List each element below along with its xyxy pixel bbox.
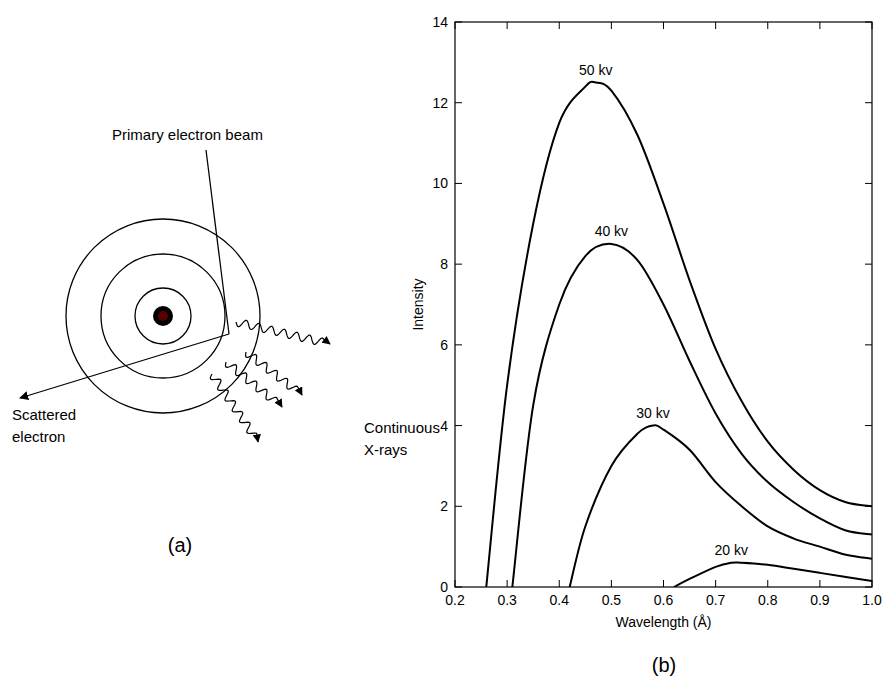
y-tick-label: 8 bbox=[440, 256, 448, 272]
x-tick-top bbox=[767, 22, 768, 29]
y-tick-right bbox=[865, 425, 872, 426]
series-label: 20 kv bbox=[715, 542, 748, 558]
series-line bbox=[486, 82, 872, 587]
x-tick-label: 0.6 bbox=[654, 592, 674, 608]
y-tick-label: 2 bbox=[440, 498, 448, 514]
x-tick bbox=[767, 580, 768, 587]
nucleus-core bbox=[158, 311, 168, 321]
figure: Primary electron beam Scattered electron Co… bbox=[0, 0, 893, 695]
x-tick-label: 0.7 bbox=[706, 592, 726, 608]
chart-panel: 0.2 0.3 0.4 0.5 0.6 0.7 0.8 0.9 1.0 0 2 4 6 8 10 12 14 Wa… bbox=[410, 14, 882, 676]
x-tick-label: 0.5 bbox=[602, 592, 622, 608]
x-tick-top bbox=[663, 22, 664, 29]
x-tick-top bbox=[455, 22, 456, 29]
x-tick bbox=[455, 580, 456, 587]
x-ray-arrow bbox=[246, 352, 302, 395]
y-tick-label: 6 bbox=[440, 337, 448, 353]
series-label: 40 kv bbox=[595, 223, 628, 239]
y-tick-label: 14 bbox=[432, 14, 448, 30]
x-tick-top bbox=[559, 22, 560, 29]
series-group bbox=[486, 82, 872, 587]
y-tick-label: 4 bbox=[440, 418, 448, 434]
diagram-label: Continuous bbox=[364, 419, 440, 436]
x-tick-top bbox=[819, 22, 820, 29]
y-tick-right bbox=[865, 587, 872, 588]
x-tick bbox=[663, 580, 664, 587]
diagram-label: X-rays bbox=[364, 441, 407, 458]
y-tick bbox=[455, 22, 462, 23]
nucleus bbox=[153, 306, 173, 326]
diagram-label: Primary electron beam bbox=[112, 126, 263, 143]
x-ray-arrow bbox=[210, 374, 258, 442]
electron-shell bbox=[101, 254, 225, 378]
x-tick bbox=[559, 580, 560, 587]
y-tick bbox=[455, 506, 462, 507]
x-tick-label: 0.4 bbox=[550, 592, 570, 608]
series-labels: 50 kv 40 kv 30 kv 20 kv bbox=[579, 62, 748, 558]
plot-frame bbox=[455, 22, 872, 587]
y-axis-title: Intensity bbox=[410, 278, 426, 330]
x-axis-title: Wavelength (Å) bbox=[616, 614, 712, 630]
x-tick bbox=[611, 580, 612, 587]
y-tick bbox=[455, 587, 462, 588]
diagram-label: electron bbox=[12, 428, 65, 445]
series-label: 30 kv bbox=[636, 405, 669, 421]
x-tick-label: 1.0 bbox=[862, 592, 882, 608]
x-tick-top bbox=[872, 22, 873, 29]
x-tick-label: 0.8 bbox=[758, 592, 778, 608]
x-tick-top bbox=[507, 22, 508, 29]
x-tick-top bbox=[611, 22, 612, 29]
y-tick-right bbox=[865, 22, 872, 23]
y-tick bbox=[455, 264, 462, 265]
y-tick-right bbox=[865, 102, 872, 103]
y-tick bbox=[455, 344, 462, 345]
x-tick bbox=[715, 580, 716, 587]
series-line bbox=[674, 562, 872, 587]
x-tick-top bbox=[715, 22, 716, 29]
primary-beam bbox=[206, 150, 229, 334]
y-tick-right bbox=[865, 344, 872, 345]
y-tick-label: 0 bbox=[440, 579, 448, 595]
series-line bbox=[570, 425, 872, 587]
series-label: 50 kv bbox=[579, 62, 612, 78]
x-tick-label: 0.2 bbox=[445, 592, 465, 608]
y-tick-label: 12 bbox=[432, 95, 448, 111]
electron-shell bbox=[135, 288, 191, 344]
series-line bbox=[512, 244, 872, 587]
y-tick bbox=[455, 102, 462, 103]
y-tick bbox=[455, 183, 462, 184]
x-tick bbox=[507, 580, 508, 587]
panel-label: (b) bbox=[652, 654, 676, 676]
scattered-electron-path bbox=[20, 334, 229, 398]
diagram-panel: Primary electron beam Scattered electron Co… bbox=[12, 126, 440, 556]
panel-label: (a) bbox=[168, 534, 192, 556]
y-tick-label: 10 bbox=[432, 175, 448, 191]
electron-shell bbox=[66, 219, 260, 413]
y-tick-right bbox=[865, 264, 872, 265]
x-tick bbox=[819, 580, 820, 587]
x-ray-arrow bbox=[236, 320, 330, 344]
diagram-label: Scattered bbox=[12, 406, 76, 423]
y-tick bbox=[455, 425, 462, 426]
y-tick-right bbox=[865, 183, 872, 184]
x-tick-label: 0.3 bbox=[497, 592, 517, 608]
x-tick-label: 0.9 bbox=[810, 592, 830, 608]
